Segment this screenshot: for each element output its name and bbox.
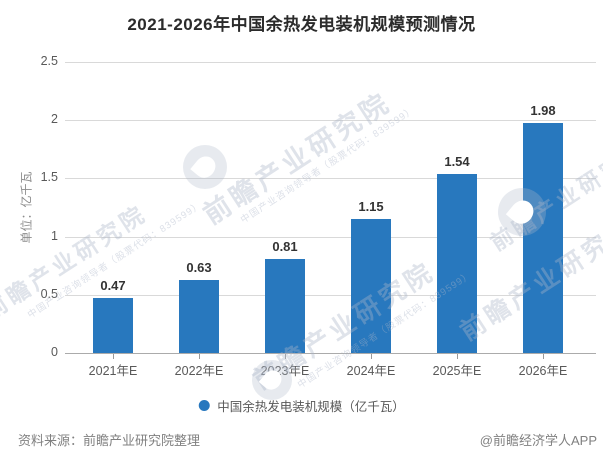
legend-label: 中国余热发电装机规模（亿千瓦） (217, 400, 405, 414)
bar (437, 174, 477, 353)
y-tick-label: 2.5 (40, 54, 58, 68)
gridline (65, 120, 596, 121)
x-tick-label: 2026年E (518, 364, 568, 378)
bar-value-label: 1.98 (530, 103, 556, 118)
gridline (65, 237, 596, 238)
bar-value-label: 0.47 (100, 278, 126, 293)
bar (523, 123, 563, 353)
bar-value-label: 0.81 (272, 239, 298, 254)
bar-value-label: 1.54 (444, 154, 470, 169)
y-tick-label: 2 (51, 112, 58, 126)
bar (351, 219, 391, 353)
source-note: 资料来源：前瞻产业研究院整理 (18, 433, 201, 448)
gridline (65, 295, 596, 296)
x-axis-tick (285, 354, 286, 359)
legend: 中国余热发电装机规模（亿千瓦） (198, 396, 405, 415)
y-tick-label: 0 (51, 345, 58, 359)
credit-note: @前瞻经济学人APP (479, 433, 597, 448)
x-tick-label: 2024年E (346, 364, 396, 378)
x-tick-label: 2022年E (174, 364, 224, 378)
chart-title: 2021-2026年中国余热发电装机规模预测情况 (127, 15, 476, 34)
x-tick-label: 2025年E (432, 364, 482, 378)
x-axis-tick (543, 354, 544, 359)
legend-marker-icon (198, 400, 210, 411)
gridline (65, 178, 596, 179)
bar (265, 259, 305, 353)
x-axis-tick (371, 354, 372, 359)
x-axis-tick (457, 354, 458, 359)
y-tick-label: 0.5 (40, 287, 58, 301)
x-tick-label: 2021年E (88, 364, 138, 378)
x-tick-label: 2023年E (260, 364, 310, 378)
y-tick-label: 1.5 (40, 170, 58, 184)
bar-value-label: 0.63 (186, 260, 212, 275)
bar (179, 280, 219, 353)
x-axis-tick (199, 354, 200, 359)
gridline (65, 62, 596, 63)
y-tick-label: 1 (51, 229, 58, 243)
x-axis-baseline (65, 353, 596, 354)
bar-value-label: 1.15 (358, 199, 384, 214)
bar (93, 298, 133, 353)
x-axis-tick (113, 354, 114, 359)
